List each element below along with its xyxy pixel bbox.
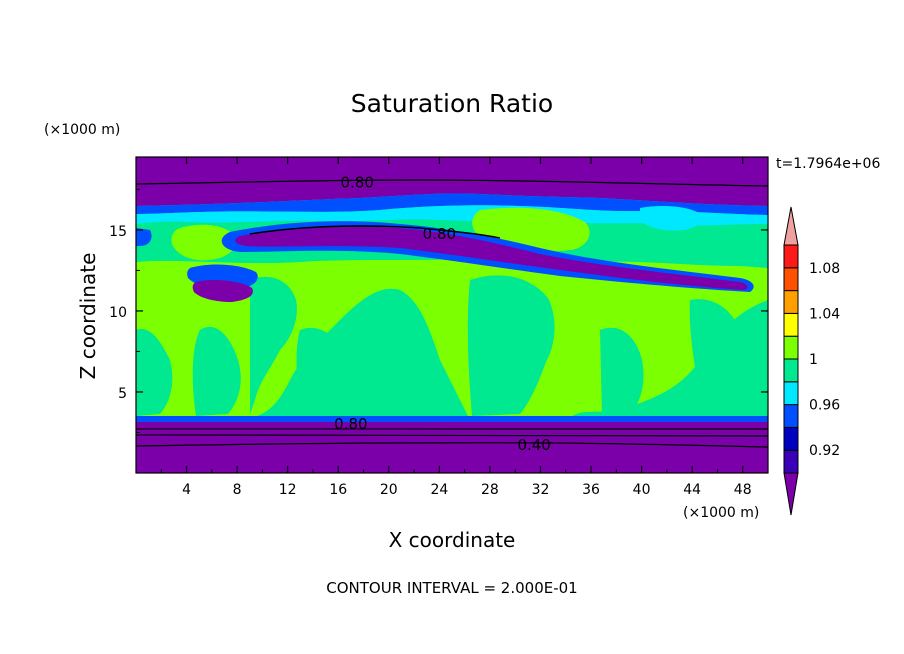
colorbar-label: 1.04 xyxy=(809,306,840,322)
contour-interval-footer: CONTOUR INTERVAL = 2.000E-01 xyxy=(326,579,577,597)
contour-labels: 0.80 0.80 0.80 0.40 xyxy=(334,173,551,454)
x-tick-label: 24 xyxy=(430,482,448,498)
contour-label: 0.80 xyxy=(340,173,373,191)
x-tick-label: 48 xyxy=(734,482,752,498)
y-axis-ticks: 5 10 15 xyxy=(109,188,768,433)
colorbar-max-arrow xyxy=(783,206,799,246)
plot-frame xyxy=(135,156,769,474)
y-tick-label: 15 xyxy=(109,224,127,240)
colorbar-swatch xyxy=(783,267,799,292)
colorbar-label: 0.96 xyxy=(809,398,840,414)
x-tick-label: 44 xyxy=(683,482,701,498)
x-tick-label: 4 xyxy=(182,482,191,498)
colorbar-swatch xyxy=(783,426,799,451)
colorbar-swatch xyxy=(783,404,799,428)
colorbar-swatch xyxy=(783,312,799,337)
colorbar-swatch xyxy=(783,449,799,474)
colorbar-swatch xyxy=(783,358,799,383)
colorbar-swatch xyxy=(783,335,799,360)
colorbar-min-arrow xyxy=(783,472,799,516)
x-tick-label: 36 xyxy=(582,482,600,498)
y-tick-label: 5 xyxy=(118,386,127,402)
chart-title: Saturation Ratio xyxy=(351,89,553,118)
y-axis-label: Z coordinate xyxy=(76,253,100,380)
colorbar-label: 1.08 xyxy=(809,261,840,277)
time-label: t=1.7964e+06 xyxy=(776,156,880,172)
colorbar: 0.92 0.96 1 1.04 1.08 xyxy=(783,206,840,516)
x-tick-label: 40 xyxy=(633,482,651,498)
x-tick-label: 12 xyxy=(279,482,297,498)
y-tick-label: 10 xyxy=(109,305,127,321)
colorbar-swatch xyxy=(783,244,799,269)
contour-label: 0.80 xyxy=(334,415,367,433)
colorbar-label: 0.92 xyxy=(809,443,840,459)
contour-field xyxy=(136,157,768,473)
colorbar-label: 1 xyxy=(809,352,818,368)
x-tick-label: 20 xyxy=(380,482,398,498)
x-tick-label: 16 xyxy=(329,482,347,498)
x-axis-label: X coordinate xyxy=(389,528,516,552)
x-unit-label: (×1000 m) xyxy=(683,505,759,521)
x-axis-ticks: 4 8 12 16 20 24 28 32 36 40 44 48 xyxy=(160,157,752,498)
colorbar-swatch xyxy=(783,290,799,314)
colorbar-swatch xyxy=(783,381,799,406)
x-tick-label: 28 xyxy=(481,482,499,498)
x-tick-label: 8 xyxy=(233,482,242,498)
contour-label: 0.40 xyxy=(517,436,550,454)
x-tick-label: 32 xyxy=(532,482,550,498)
contour-label: 0.80 xyxy=(423,225,456,243)
y-unit-label: (×1000 m) xyxy=(44,122,120,138)
